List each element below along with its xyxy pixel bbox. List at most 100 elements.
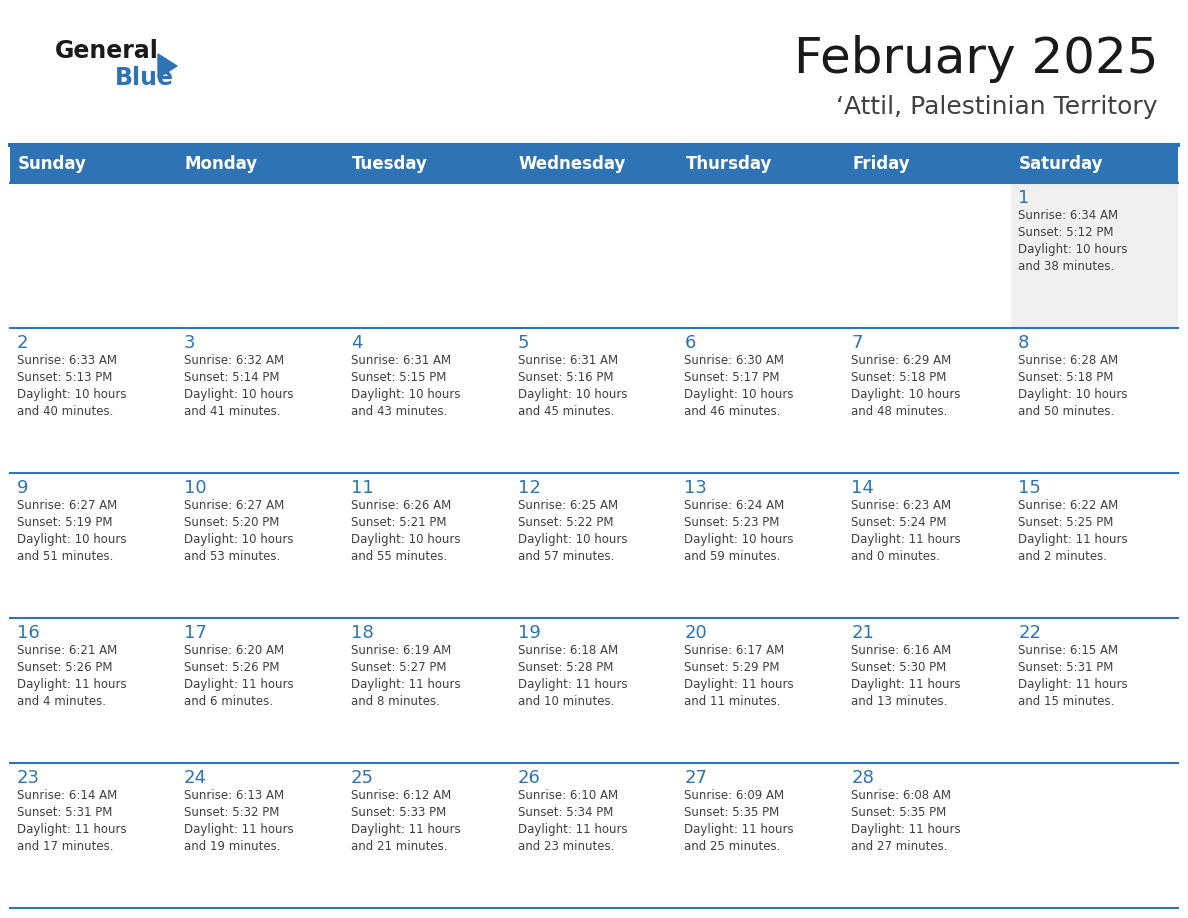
Text: Sunrise: 6:25 AM: Sunrise: 6:25 AM: [518, 499, 618, 512]
Bar: [511, 618, 677, 763]
Bar: [1011, 473, 1178, 618]
Text: 27: 27: [684, 769, 707, 787]
Text: Daylight: 10 hours: Daylight: 10 hours: [684, 388, 794, 401]
Text: Sunset: 5:30 PM: Sunset: 5:30 PM: [852, 661, 947, 674]
Text: Daylight: 10 hours: Daylight: 10 hours: [184, 533, 293, 546]
Bar: [177, 145, 343, 183]
Text: Sunset: 5:35 PM: Sunset: 5:35 PM: [684, 806, 779, 819]
Text: Sunrise: 6:14 AM: Sunrise: 6:14 AM: [17, 789, 118, 802]
Text: Daylight: 11 hours: Daylight: 11 hours: [184, 823, 293, 836]
Text: Daylight: 10 hours: Daylight: 10 hours: [1018, 388, 1127, 401]
Text: 5: 5: [518, 334, 529, 352]
Bar: [677, 763, 845, 908]
Text: Sunrise: 6:24 AM: Sunrise: 6:24 AM: [684, 499, 785, 512]
Text: 10: 10: [184, 479, 207, 497]
Text: Sunrise: 6:19 AM: Sunrise: 6:19 AM: [350, 644, 451, 657]
Text: Sunset: 5:25 PM: Sunset: 5:25 PM: [1018, 516, 1113, 529]
Text: Sunrise: 6:10 AM: Sunrise: 6:10 AM: [518, 789, 618, 802]
Text: Sunset: 5:14 PM: Sunset: 5:14 PM: [184, 371, 279, 384]
Text: Daylight: 11 hours: Daylight: 11 hours: [17, 678, 127, 691]
Bar: [10, 763, 177, 908]
Text: and 43 minutes.: and 43 minutes.: [350, 405, 447, 418]
Text: Sunrise: 6:15 AM: Sunrise: 6:15 AM: [1018, 644, 1118, 657]
Bar: [343, 618, 511, 763]
Bar: [511, 145, 677, 183]
Text: 12: 12: [518, 479, 541, 497]
Bar: [511, 473, 677, 618]
Text: Sunrise: 6:33 AM: Sunrise: 6:33 AM: [17, 354, 116, 367]
Text: Sunrise: 6:32 AM: Sunrise: 6:32 AM: [184, 354, 284, 367]
Text: Sunrise: 6:18 AM: Sunrise: 6:18 AM: [518, 644, 618, 657]
Text: Daylight: 11 hours: Daylight: 11 hours: [17, 823, 127, 836]
Text: and 59 minutes.: and 59 minutes.: [684, 550, 781, 563]
Text: and 40 minutes.: and 40 minutes.: [17, 405, 113, 418]
Text: Daylight: 10 hours: Daylight: 10 hours: [184, 388, 293, 401]
Text: Sunset: 5:35 PM: Sunset: 5:35 PM: [852, 806, 947, 819]
Text: 25: 25: [350, 769, 374, 787]
Text: and 41 minutes.: and 41 minutes.: [184, 405, 280, 418]
Text: Thursday: Thursday: [685, 155, 772, 173]
Text: Daylight: 10 hours: Daylight: 10 hours: [17, 533, 126, 546]
Text: Sunset: 5:20 PM: Sunset: 5:20 PM: [184, 516, 279, 529]
Text: 21: 21: [852, 624, 874, 642]
Text: Sunrise: 6:17 AM: Sunrise: 6:17 AM: [684, 644, 785, 657]
Text: Sunset: 5:29 PM: Sunset: 5:29 PM: [684, 661, 781, 674]
Text: Daylight: 11 hours: Daylight: 11 hours: [1018, 533, 1127, 546]
Text: Daylight: 11 hours: Daylight: 11 hours: [852, 823, 961, 836]
Text: and 8 minutes.: and 8 minutes.: [350, 695, 440, 708]
Bar: [511, 183, 677, 328]
Text: Sunrise: 6:34 AM: Sunrise: 6:34 AM: [1018, 209, 1118, 222]
Text: Friday: Friday: [852, 155, 910, 173]
Text: 4: 4: [350, 334, 362, 352]
Text: and 23 minutes.: and 23 minutes.: [518, 840, 614, 853]
Text: Sunset: 5:18 PM: Sunset: 5:18 PM: [1018, 371, 1113, 384]
Text: Sunset: 5:31 PM: Sunset: 5:31 PM: [1018, 661, 1113, 674]
Text: Daylight: 10 hours: Daylight: 10 hours: [518, 533, 627, 546]
Bar: [177, 618, 343, 763]
Text: and 27 minutes.: and 27 minutes.: [852, 840, 948, 853]
Bar: [677, 145, 845, 183]
Text: Daylight: 11 hours: Daylight: 11 hours: [684, 823, 794, 836]
Text: Sunrise: 6:13 AM: Sunrise: 6:13 AM: [184, 789, 284, 802]
Text: Daylight: 11 hours: Daylight: 11 hours: [684, 678, 794, 691]
Text: and 11 minutes.: and 11 minutes.: [684, 695, 781, 708]
Bar: [177, 183, 343, 328]
Bar: [677, 473, 845, 618]
Text: 7: 7: [852, 334, 862, 352]
Text: Sunset: 5:18 PM: Sunset: 5:18 PM: [852, 371, 947, 384]
Bar: [343, 328, 511, 473]
Text: Tuesday: Tuesday: [352, 155, 428, 173]
Bar: [343, 763, 511, 908]
Text: Daylight: 11 hours: Daylight: 11 hours: [350, 678, 460, 691]
Text: Sunrise: 6:30 AM: Sunrise: 6:30 AM: [684, 354, 784, 367]
Bar: [1011, 328, 1178, 473]
Text: Daylight: 10 hours: Daylight: 10 hours: [518, 388, 627, 401]
Text: and 13 minutes.: and 13 minutes.: [852, 695, 948, 708]
Text: Sunrise: 6:21 AM: Sunrise: 6:21 AM: [17, 644, 118, 657]
Bar: [343, 183, 511, 328]
Bar: [10, 145, 177, 183]
Polygon shape: [158, 54, 177, 78]
Text: Sunrise: 6:28 AM: Sunrise: 6:28 AM: [1018, 354, 1118, 367]
Text: and 10 minutes.: and 10 minutes.: [518, 695, 614, 708]
Text: and 38 minutes.: and 38 minutes.: [1018, 260, 1114, 273]
Text: 26: 26: [518, 769, 541, 787]
Text: Daylight: 11 hours: Daylight: 11 hours: [852, 678, 961, 691]
Text: 24: 24: [184, 769, 207, 787]
Text: Sunrise: 6:23 AM: Sunrise: 6:23 AM: [852, 499, 952, 512]
Text: Sunset: 5:13 PM: Sunset: 5:13 PM: [17, 371, 113, 384]
Text: Blue: Blue: [115, 66, 173, 90]
Text: Sunset: 5:34 PM: Sunset: 5:34 PM: [518, 806, 613, 819]
Text: Sunset: 5:12 PM: Sunset: 5:12 PM: [1018, 226, 1113, 239]
Text: and 19 minutes.: and 19 minutes.: [184, 840, 280, 853]
Text: and 25 minutes.: and 25 minutes.: [684, 840, 781, 853]
Bar: [343, 145, 511, 183]
Text: 23: 23: [17, 769, 40, 787]
Text: and 55 minutes.: and 55 minutes.: [350, 550, 447, 563]
Text: Sunrise: 6:31 AM: Sunrise: 6:31 AM: [350, 354, 450, 367]
Text: Daylight: 10 hours: Daylight: 10 hours: [852, 388, 961, 401]
Text: Sunrise: 6:26 AM: Sunrise: 6:26 AM: [350, 499, 451, 512]
Text: Sunset: 5:16 PM: Sunset: 5:16 PM: [518, 371, 613, 384]
Text: 14: 14: [852, 479, 874, 497]
Text: Daylight: 10 hours: Daylight: 10 hours: [350, 533, 460, 546]
